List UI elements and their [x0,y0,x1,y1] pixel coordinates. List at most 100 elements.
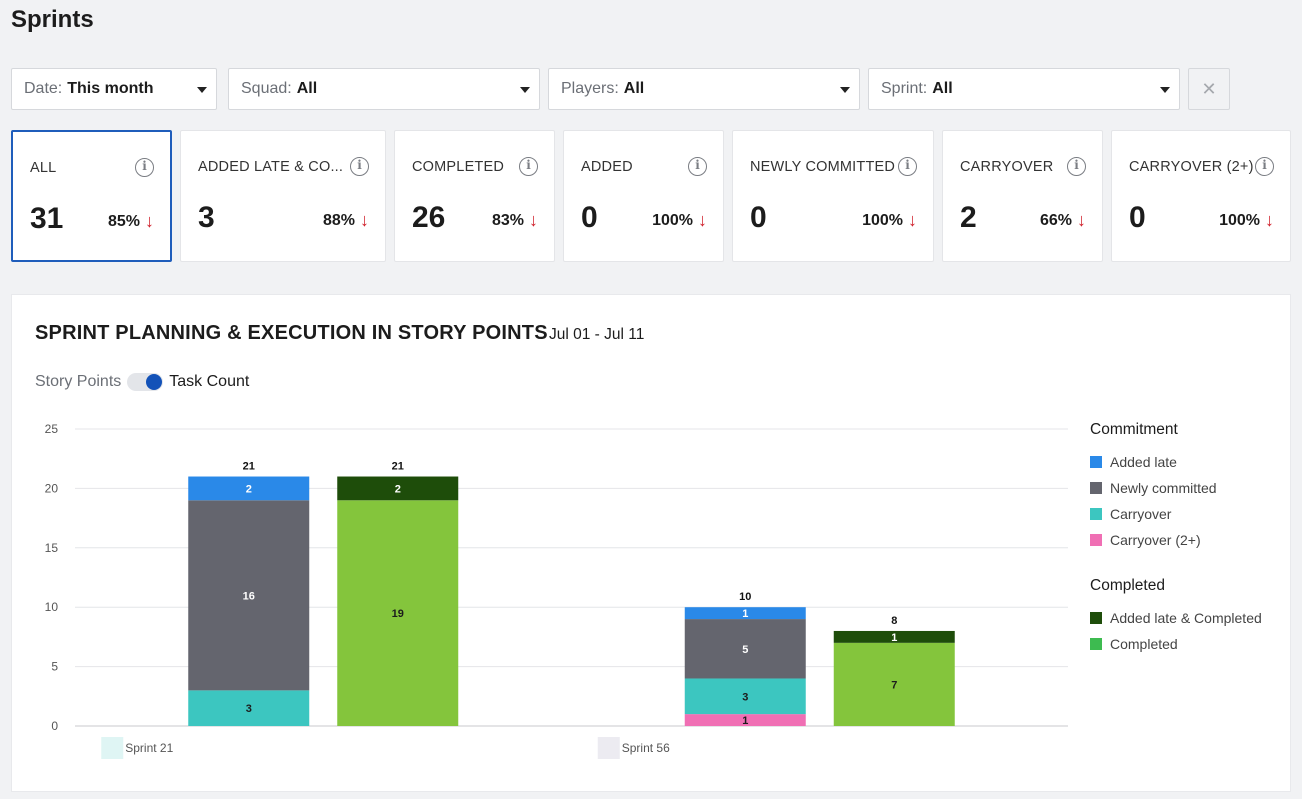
kpi-card-carryover-2plus[interactable]: CARRYOVER (2+) i 0 100% ↓ [1111,130,1291,262]
info-icon[interactable]: i [1255,157,1274,176]
info-icon[interactable]: i [898,157,917,176]
legend-item[interactable]: Added late [1090,449,1290,475]
players-filter-value: All [623,80,645,97]
bar-segment [833,630,955,643]
kpi-card-percent: 100% [1219,211,1260,229]
chevron-down-icon [197,87,207,93]
legend-item[interactable]: Newly committed [1090,475,1290,501]
bar-segment [684,607,806,620]
players-filter-label: Players: [561,80,619,97]
x-category-label: Sprint 21 [125,741,173,755]
y-tick-label: 10 [45,600,59,614]
sprint-filter-value: All [932,80,953,97]
kpi-card-value: 31 [30,202,64,235]
panel-date-range: Jul 01 - Jul 11 [549,326,645,343]
kpi-card-carryover[interactable]: CARRYOVER i 2 66% ↓ [942,130,1103,262]
kpi-card-completed[interactable]: COMPLETED i 26 83% ↓ [394,130,555,262]
kpi-card-value: 2 [960,201,977,234]
chart-legend: Commitment Added late Newly committed Carr… [1090,421,1290,657]
arrow-down-icon: ↓ [1265,210,1274,230]
y-tick-label: 20 [45,481,59,495]
bar-total-label: 21 [392,461,404,473]
chevron-down-icon [520,87,530,93]
chevron-down-icon [840,87,850,93]
bar-segment [337,476,459,501]
legend-item[interactable]: Added late & Completed [1090,605,1290,631]
category-chip [597,737,620,759]
legend-item[interactable]: Carryover (2+) [1090,527,1290,553]
kpi-card-newly-committed[interactable]: NEWLY COMMITTED i 0 100% ↓ [732,130,934,262]
kpi-card-change: 88% ↓ [323,210,369,231]
date-filter-dropdown[interactable]: Date: This month [11,68,217,110]
kpi-card-title: COMPLETED [412,159,505,175]
kpi-card-added[interactable]: ADDED i 0 100% ↓ [563,130,724,262]
legend-item[interactable]: Carryover [1090,501,1290,527]
close-icon: ✕ [1201,78,1217,99]
kpi-card-percent: 100% [652,211,693,229]
info-icon[interactable]: i [350,157,369,176]
kpi-card-all[interactable]: ALL i 31 85% ↓ [11,130,172,262]
legend-swatch [1090,534,1102,546]
kpi-card-title: ADDED LATE & CO... [198,159,344,175]
date-filter-value: This month [67,80,154,97]
kpi-card-change: 100% ↓ [652,210,707,231]
arrow-down-icon: ↓ [529,210,538,230]
bar-segment-label: 2 [246,483,252,495]
arrow-down-icon: ↓ [908,210,917,230]
kpi-card-title: CARRYOVER (2+) [1129,159,1254,175]
sprint-planning-panel: SPRINT PLANNING & EXECUTION IN STORY POI… [11,294,1291,792]
kpi-card-title: NEWLY COMMITTED [750,159,896,175]
legend-label: Carryover [1110,506,1172,522]
bar-segment-label: 1 [742,608,748,620]
kpi-card-percent: 100% [862,211,903,229]
kpi-card-added-late-completed[interactable]: ADDED LATE & CO... i 3 88% ↓ [180,130,386,262]
clear-filters-button[interactable]: ✕ [1188,68,1230,110]
kpi-card-change: 85% ↓ [108,211,154,232]
squad-filter-dropdown[interactable]: Squad: All [228,68,540,110]
bar-segment [188,476,310,501]
page-title: Sprints [11,6,94,33]
squad-filter-label: Squad: [241,80,292,97]
bar-segment-label: 1 [742,715,748,727]
sprint-filter-dropdown[interactable]: Sprint: All [868,68,1180,110]
bar-segment [684,619,806,679]
kpi-card-change: 100% ↓ [862,210,917,231]
story-points-option[interactable]: Story Points [35,373,122,390]
legend-label: Carryover (2+) [1110,532,1201,548]
info-icon[interactable]: i [688,157,707,176]
metric-toggle: Story Points Task Count [35,373,249,391]
players-filter-dropdown[interactable]: Players: All [548,68,860,110]
info-icon[interactable]: i [1067,157,1086,176]
metric-toggle-switch[interactable] [127,373,164,391]
task-count-option[interactable]: Task Count [169,373,250,390]
legend-item[interactable]: Completed [1090,631,1290,657]
legend-label: Added late [1110,454,1177,470]
info-icon[interactable]: i [519,157,538,176]
kpi-card-change: 66% ↓ [1040,210,1086,231]
toggle-knob [146,374,163,390]
bar-segment [188,690,310,726]
arrow-down-icon: ↓ [360,210,369,230]
kpi-card-percent: 88% [322,211,355,229]
kpi-card-percent: 83% [491,211,524,229]
bar-segment [684,678,806,715]
chevron-down-icon [1160,87,1170,93]
bar-segment-label: 7 [891,679,897,691]
bar-segment-label: 2 [395,483,401,495]
y-tick-label: 25 [45,422,59,436]
bar-total-label: 21 [243,461,255,473]
info-icon[interactable]: i [135,158,154,177]
bar-segment-label: 3 [742,691,748,703]
date-filter-label: Date: [24,80,63,97]
legend-swatch [1090,508,1102,520]
kpi-card-percent: 85% [107,212,140,230]
legend-swatch [1090,482,1102,494]
kpi-card-title: ALL [30,160,57,176]
kpi-card-change: 83% ↓ [492,210,538,231]
bar-segment-label: 16 [243,590,255,602]
bar-segment-label: 1 [891,632,897,644]
arrow-down-icon: ↓ [145,211,154,231]
bar-segment [833,642,955,726]
kpi-card-value: 0 [1129,201,1146,234]
